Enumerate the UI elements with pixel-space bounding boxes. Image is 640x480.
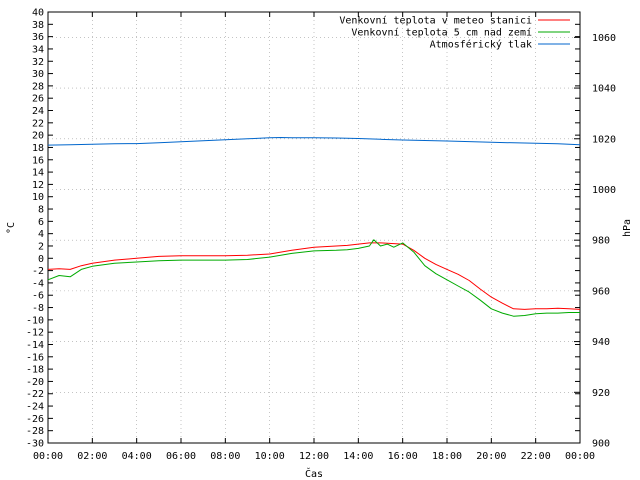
- y2-tick-label: 960: [592, 286, 610, 297]
- x-tick-label: 12:00: [299, 451, 329, 462]
- series-line-1: [47, 242, 581, 310]
- legend-label: Venkovní teplota v meteo stanici: [339, 15, 532, 27]
- y-tick-label: -12: [26, 328, 44, 339]
- y2-tick-label: 900: [592, 439, 610, 450]
- y-tick-label: 20: [32, 131, 44, 142]
- x-tick-label: 16:00: [388, 451, 418, 462]
- y-tick-label: -24: [26, 402, 44, 413]
- y-tick-label: 40: [32, 8, 44, 19]
- x-tick-label: 20:00: [476, 451, 506, 462]
- y-tick-label: 28: [32, 81, 44, 92]
- y-axis-right: 1060 1040 1020 1000 980 960 940 920 900: [574, 33, 616, 450]
- y-tick-label: 36: [32, 32, 44, 43]
- x-axis-label: Čas: [305, 467, 323, 480]
- legend: Venkovní teplota v meteo staniciVenkovní…: [339, 15, 570, 51]
- y-tick-label: 2: [38, 241, 44, 252]
- series-line-3: [47, 137, 581, 146]
- y2-tick-label: 940: [592, 337, 610, 348]
- legend-label: Atmosférický tlak: [430, 39, 532, 51]
- x-tick-label: 00:00: [565, 451, 595, 462]
- y-tick-label: 22: [32, 118, 44, 129]
- y-tick-label: 30: [32, 69, 44, 80]
- x-tick-label: 00:00: [33, 451, 63, 462]
- grid: [48, 12, 580, 444]
- y-tick-label: 4: [38, 229, 44, 240]
- y-tick-label: 18: [32, 143, 44, 154]
- y-tick-label: 12: [32, 180, 44, 191]
- y-tick-label: -28: [26, 426, 44, 437]
- x-tick-label: 14:00: [343, 451, 373, 462]
- y2-tick-label: 1040: [592, 84, 616, 95]
- y-tick-label: 32: [32, 57, 44, 68]
- series-lines: [47, 137, 581, 317]
- y-tick-label: 14: [32, 168, 44, 179]
- y-tick-label: -8: [32, 303, 44, 314]
- y-tick-label: -30: [26, 439, 44, 450]
- y-tick-label: 0: [38, 254, 44, 265]
- y-tick-label: 16: [32, 155, 44, 166]
- legend-label: Venkovní teplota 5 cm nad zemí: [351, 27, 532, 39]
- y-tick-label: -14: [26, 340, 44, 351]
- y2-axis-label: hPa: [622, 219, 633, 237]
- y-tick-label: -6: [32, 291, 44, 302]
- y-axis-left: 4038363432302826242220181614121086420-2-…: [26, 8, 580, 450]
- y2-tick-label: 1020: [592, 134, 616, 145]
- y2-tick-label: 1060: [592, 33, 616, 44]
- x-tick-label: 18:00: [432, 451, 462, 462]
- x-tick-label: 10:00: [255, 451, 285, 462]
- y-tick-label: -10: [26, 315, 44, 326]
- y-axis-label: °C: [6, 222, 17, 234]
- y-tick-label: -20: [26, 377, 44, 388]
- x-tick-label: 06:00: [166, 451, 196, 462]
- x-tick-label: 22:00: [521, 451, 551, 462]
- y-tick-label: 8: [38, 205, 44, 216]
- y-tick-label: -4: [32, 278, 44, 289]
- y-tick-label: 26: [32, 94, 44, 105]
- y-tick-label: 24: [32, 106, 44, 117]
- x-axis: 00:00 02:00 04:00 06:00 08:00 10:00 12:00 14:00…: [33, 12, 595, 462]
- y-tick-label: -22: [26, 389, 44, 400]
- y2-tick-label: 1000: [592, 185, 616, 196]
- series-line-2: [47, 239, 580, 317]
- y-tick-label: 34: [32, 44, 44, 55]
- y-tick-label: -2: [32, 266, 44, 277]
- y-tick-label: -16: [26, 352, 44, 363]
- y2-tick-label: 920: [592, 388, 610, 399]
- x-tick-label: 02:00: [77, 451, 107, 462]
- x-tick-label: 08:00: [210, 451, 240, 462]
- y-tick-label: 6: [38, 217, 44, 228]
- x-tick-label: 04:00: [122, 451, 152, 462]
- y-tick-label: 10: [32, 192, 44, 203]
- y2-tick-label: 980: [592, 236, 610, 247]
- y-tick-label: -26: [26, 414, 44, 425]
- y-tick-label: -18: [26, 365, 44, 376]
- y-tick-label: 38: [32, 20, 44, 31]
